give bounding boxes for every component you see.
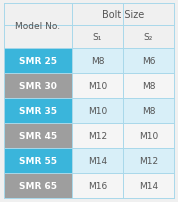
Text: S₂: S₂: [144, 33, 153, 42]
Text: M6: M6: [142, 57, 155, 65]
Bar: [4, 98, 72, 123]
Bar: [123, 98, 174, 123]
Text: S₁: S₁: [93, 33, 102, 42]
Bar: [123, 49, 174, 74]
Text: SMR 45: SMR 45: [19, 131, 57, 140]
Bar: [123, 26, 174, 49]
Bar: [4, 74, 72, 98]
Text: SMR 55: SMR 55: [19, 156, 57, 165]
Bar: [4, 148, 72, 173]
Text: M8: M8: [91, 57, 104, 65]
Text: Model No.: Model No.: [15, 22, 61, 31]
Bar: [123, 123, 174, 148]
Bar: [72, 123, 123, 148]
Bar: [72, 74, 123, 98]
Text: M12: M12: [139, 156, 158, 165]
Text: M8: M8: [142, 106, 155, 115]
Text: M12: M12: [88, 131, 107, 140]
Text: M8: M8: [142, 81, 155, 90]
Bar: [4, 4, 72, 49]
Bar: [123, 74, 174, 98]
Text: M14: M14: [88, 156, 107, 165]
Text: M10: M10: [88, 106, 107, 115]
Text: M14: M14: [139, 181, 158, 190]
Bar: [4, 49, 72, 74]
Text: SMR 25: SMR 25: [19, 57, 57, 65]
Text: Bolt Size: Bolt Size: [102, 10, 144, 20]
Bar: [72, 98, 123, 123]
Bar: [72, 49, 123, 74]
Text: M10: M10: [88, 81, 107, 90]
Bar: [72, 4, 174, 26]
Text: M10: M10: [139, 131, 158, 140]
Bar: [123, 173, 174, 198]
Bar: [72, 26, 123, 49]
Bar: [72, 173, 123, 198]
Bar: [123, 148, 174, 173]
Text: SMR 65: SMR 65: [19, 181, 57, 190]
Bar: [72, 148, 123, 173]
Bar: [4, 123, 72, 148]
Text: M16: M16: [88, 181, 107, 190]
Text: SMR 35: SMR 35: [19, 106, 57, 115]
Text: SMR 30: SMR 30: [19, 81, 57, 90]
Bar: [4, 173, 72, 198]
